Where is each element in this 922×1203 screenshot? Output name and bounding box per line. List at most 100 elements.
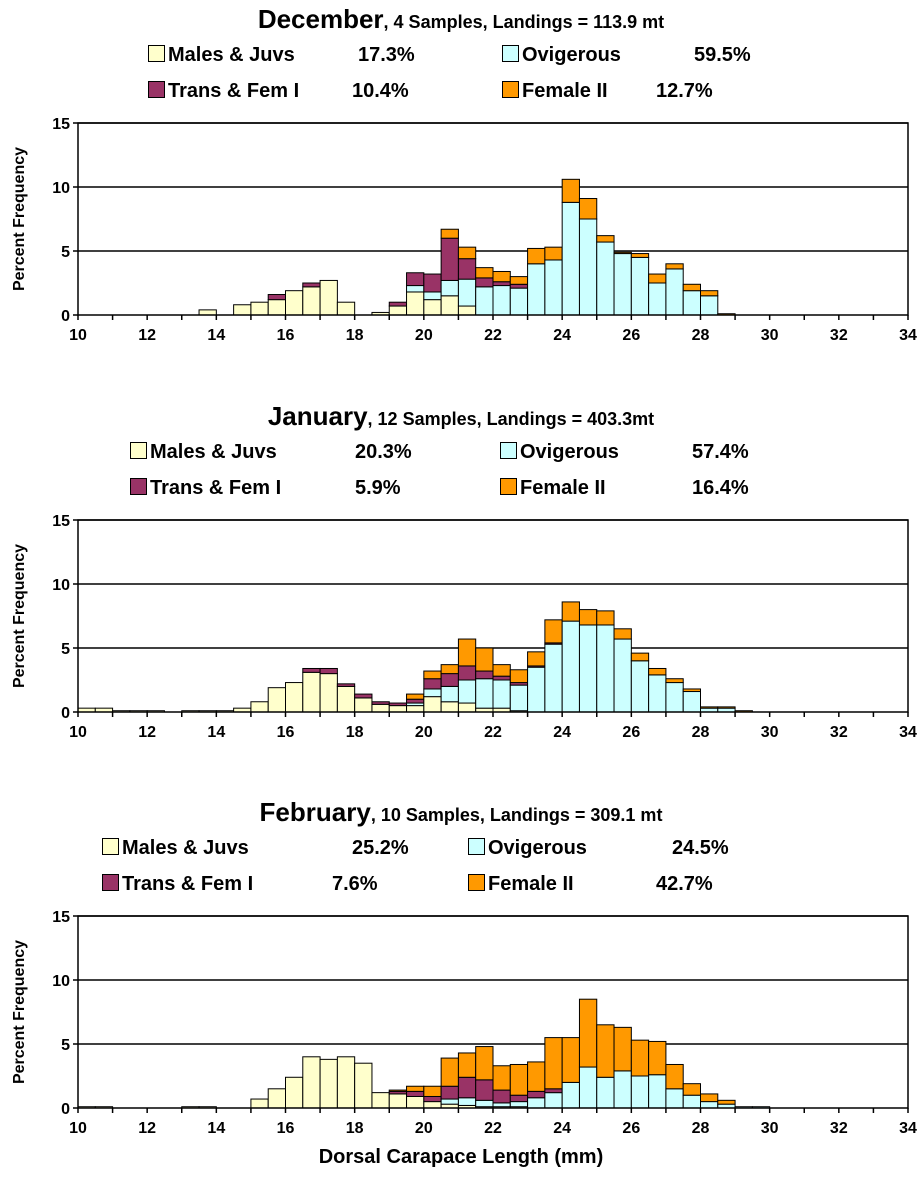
bar-segment	[302, 1056, 321, 1109]
bar-segment	[406, 1090, 425, 1097]
y-tick-label: 0	[61, 1101, 70, 1118]
bar-segment	[544, 1088, 563, 1094]
chart-title: February, 10 Samples, Landings = 309.1 m…	[0, 797, 922, 828]
bar-segment	[457, 305, 477, 316]
legend-item: Trans & Fem I	[130, 475, 281, 501]
bar-segment	[423, 696, 442, 713]
legend-percent: 10.4%	[352, 80, 409, 102]
legend-percent: 17.3%	[358, 44, 415, 66]
bar-segment	[648, 282, 667, 316]
bar-chart: 0 5 10 15 10 12 14 16 18 20 22 24 26 28 30 32 34 Percent …	[11, 909, 917, 1137]
legend-percent: 7.6%	[332, 873, 378, 895]
bar-segment	[648, 1040, 667, 1076]
bar-segment	[354, 693, 373, 699]
chart-panel-february: February, 10 Samples, Landings = 309.1 m…	[0, 793, 922, 1153]
y-tick-label: 15	[52, 909, 70, 926]
bar-segment	[630, 256, 650, 316]
bar-segment	[388, 1089, 408, 1092]
bar-segment	[423, 1101, 442, 1109]
x-tick-label: 30	[761, 724, 779, 741]
bar-segment	[406, 693, 425, 700]
bar-segment	[630, 652, 650, 662]
bar-segment	[371, 1092, 390, 1109]
bar-segment	[423, 299, 442, 316]
legend-swatch	[148, 45, 165, 62]
bar-segment	[509, 1101, 529, 1108]
legend-item: Males & Juvs	[148, 42, 295, 68]
bar-segment	[613, 628, 632, 640]
bar-segment	[665, 1063, 684, 1090]
x-tick-label: 34	[899, 327, 917, 344]
bar-segment	[717, 1099, 736, 1105]
legend-item: Males & Juvs	[130, 439, 277, 465]
bar-segment	[561, 620, 580, 713]
legend-swatch	[468, 874, 485, 891]
chart-title-month: December	[257, 4, 384, 34]
bar-segment	[682, 1094, 701, 1109]
bar-chart: 0 5 10 15 10 12 14 16 18 20 22 24 26 28 30 32 34 Percent …	[11, 513, 917, 741]
bar-segment	[302, 282, 321, 288]
bar-segment	[336, 1056, 356, 1109]
bar-segment	[440, 664, 459, 675]
chart-title-month: January	[267, 401, 368, 431]
bar-segment	[700, 1101, 719, 1109]
bar-segment	[492, 1065, 511, 1091]
bar-segment	[319, 673, 338, 713]
bar-segment	[475, 286, 494, 316]
bar-segment	[665, 1088, 684, 1109]
y-tick-label: 5	[61, 244, 70, 261]
legend-item: Female II	[468, 871, 574, 897]
bar-segment	[423, 688, 442, 698]
bar-segment	[665, 263, 684, 270]
legend-item: Female II	[500, 475, 606, 501]
chart-panels: December, 4 Samples, Landings = 113.9 mt…	[11, 4, 917, 1137]
bar-segment	[527, 651, 546, 667]
x-tick-label: 26	[622, 327, 640, 344]
bar-segment	[665, 678, 684, 684]
x-tick-label: 10	[69, 724, 87, 741]
chart-title-details: , 12 Samples, Landings = 403.3mt	[367, 409, 655, 429]
bar-segment	[336, 683, 356, 687]
bar-segment	[457, 1052, 477, 1078]
legend-swatch	[500, 478, 517, 495]
bar-segment	[648, 273, 667, 284]
bar-segment	[267, 1088, 287, 1109]
legend-item: Female II	[502, 78, 608, 104]
bar-segment	[578, 609, 598, 626]
bar-segment	[682, 290, 701, 316]
bar-segment	[492, 1089, 511, 1104]
bar-segment	[423, 678, 442, 690]
bar-segment	[700, 290, 719, 297]
bar-segment	[475, 1079, 494, 1101]
bar-segment	[457, 638, 477, 667]
bar-segment	[406, 705, 425, 713]
bar-segment	[440, 228, 459, 239]
bar-segment	[302, 286, 321, 316]
bar-segment	[475, 1099, 494, 1108]
bar-segment	[509, 1094, 529, 1103]
x-tick-label: 24	[553, 327, 571, 344]
legend-label: Males & Juvs	[168, 44, 295, 66]
bar-segment	[406, 698, 425, 704]
legend-item: Trans & Fem I	[102, 871, 253, 897]
x-tick-label: 22	[484, 1120, 502, 1137]
bar-segment	[527, 1061, 546, 1092]
x-tick-label: 10	[69, 1120, 87, 1137]
x-tick-label: 10	[69, 327, 87, 344]
x-tick-label: 20	[415, 327, 433, 344]
bar-segment	[717, 706, 736, 709]
bar-segment	[700, 1093, 719, 1103]
bar-segment	[336, 685, 356, 713]
bar-segment	[665, 268, 684, 316]
x-tick-label: 16	[277, 327, 295, 344]
bar-segment	[682, 283, 701, 292]
bar-segment	[388, 705, 408, 713]
bar-segment	[423, 273, 442, 293]
bar-segment	[630, 660, 650, 713]
bar-segment	[544, 259, 563, 316]
bar-segment	[492, 270, 511, 283]
bar-segment	[700, 706, 719, 709]
legend-swatch	[502, 81, 519, 98]
legend-percent: 24.5%	[672, 837, 729, 859]
x-tick-label: 18	[346, 327, 364, 344]
